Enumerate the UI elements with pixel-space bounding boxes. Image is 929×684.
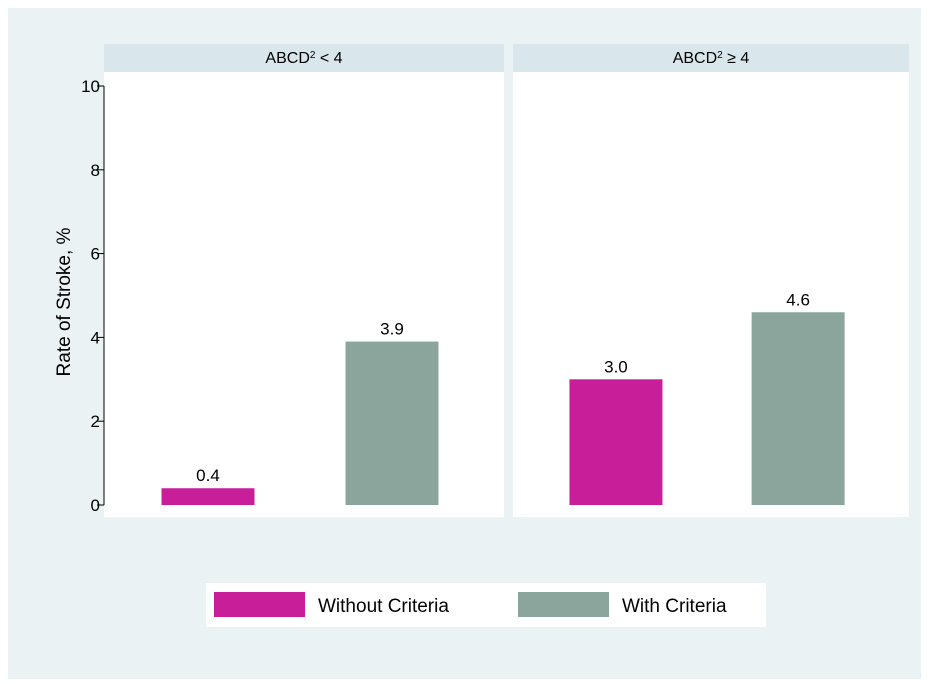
panel-2: ABCD2 ≥ 4 3.0 4.6 xyxy=(513,44,909,517)
legend-label: Without Criteria xyxy=(318,596,449,617)
data-label: 4.6 xyxy=(786,290,810,309)
bar-without-criteria xyxy=(161,488,255,505)
data-label: 0.4 xyxy=(196,466,220,485)
panel-1: ABCD2 < 4 0.4 3.9 xyxy=(104,44,504,517)
y-tick-label: 2 xyxy=(91,412,100,431)
data-label: 3.0 xyxy=(604,357,628,376)
bar-with-criteria xyxy=(345,341,439,505)
legend: Without Criteria With Criteria xyxy=(206,583,766,627)
panel-header xyxy=(104,44,504,72)
y-axis: 0 2 4 6 8 10 xyxy=(81,77,105,515)
data-label: 3.9 xyxy=(380,320,404,339)
legend-label: With Criteria xyxy=(622,596,727,617)
y-tick-label: 10 xyxy=(81,77,100,96)
bar-without-criteria xyxy=(569,379,663,505)
panel-header xyxy=(513,44,909,72)
y-tick-label: 4 xyxy=(91,328,100,347)
panel-title: ABCD2 ≥ 4 xyxy=(673,50,750,68)
legend-swatch xyxy=(518,592,609,617)
y-tick-label: 8 xyxy=(91,161,100,180)
legend-swatch xyxy=(214,592,305,617)
panels-layer: ABCD2 < 4 0.4 3.9 ABCD2 ≥ 4 3.0 4.6 xyxy=(104,44,909,517)
bar-with-criteria xyxy=(751,312,845,505)
panel-title: ABCD2 < 4 xyxy=(265,50,342,68)
panel-background xyxy=(104,44,504,517)
y-tick-label: 0 xyxy=(91,496,100,515)
y-tick-label: 6 xyxy=(91,245,100,264)
y-axis-label: Rate of Stroke, % xyxy=(54,227,75,376)
